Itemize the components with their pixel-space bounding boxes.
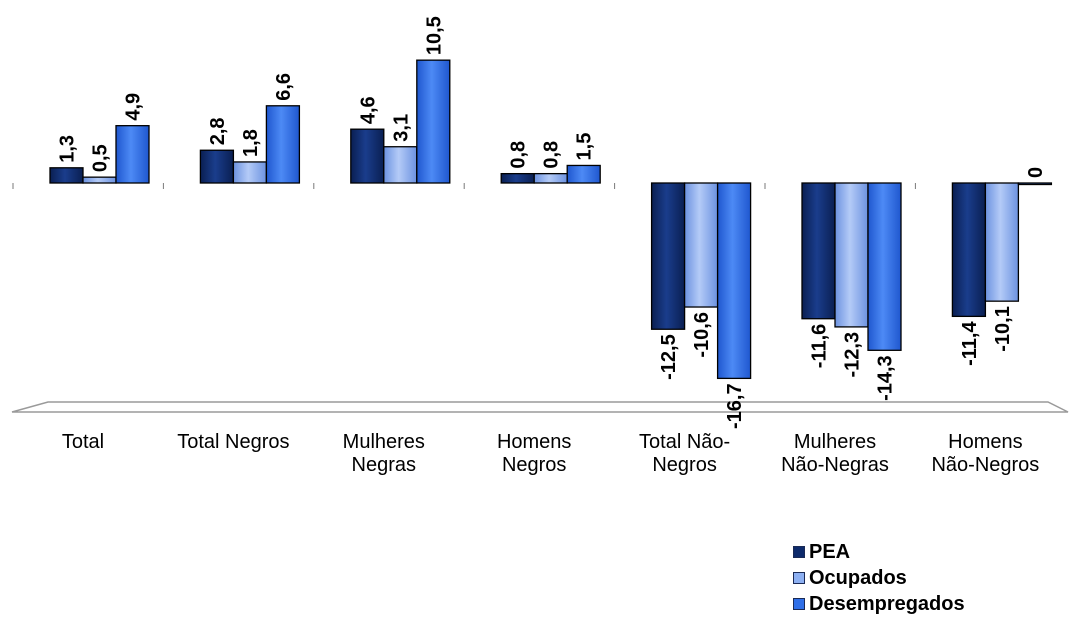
- bar-ocupados: [984, 182, 1020, 302]
- legend-item-ocupados: Ocupados: [793, 565, 965, 591]
- bar-ocupados: [834, 182, 869, 328]
- category-label-line: Não-Negras: [781, 454, 889, 476]
- bar-pea: [801, 182, 836, 320]
- category-label-line: Total Negros: [177, 431, 290, 453]
- data-label-desempregados: 4,9: [123, 93, 145, 121]
- data-label-pea: -11,4: [959, 321, 981, 366]
- data-label-desempregados: -16,7: [724, 383, 746, 429]
- bar-desempregados: [1017, 182, 1053, 186]
- category-label-line: Negros: [501, 454, 567, 476]
- data-label-desempregados: 0: [1025, 167, 1047, 178]
- bar-ocupados: [232, 161, 268, 184]
- category-label: Total Negros: [158, 431, 308, 454]
- data-label-ocupados: -10,1: [992, 306, 1014, 352]
- bar-desempregados: [867, 182, 902, 351]
- legend-swatch-pea: [793, 546, 805, 558]
- legend-item-pea: PEA: [793, 539, 965, 565]
- legend-label-pea: PEA: [809, 540, 851, 563]
- category-label: Homens Não-Negros: [910, 431, 1060, 477]
- bar-pea: [49, 167, 84, 184]
- bar-desempregados: [416, 59, 451, 184]
- data-label-pea: 4,6: [357, 96, 379, 124]
- data-label-desempregados: -14,3: [875, 355, 897, 401]
- legend-swatch-ocupados: [793, 572, 805, 584]
- data-label-pea: 2,8: [207, 117, 229, 145]
- bar-pea: [650, 182, 686, 330]
- chart-floor: [11, 401, 1069, 413]
- data-label-desempregados: 6,6: [273, 73, 295, 101]
- bars: [49, 59, 1053, 380]
- bar-pea: [951, 182, 987, 318]
- data-label-pea: 0,8: [508, 141, 530, 169]
- category-label-line: Mulheres: [793, 431, 877, 453]
- bar-ocupados: [82, 176, 117, 184]
- category-label-line: Total Não-: [639, 431, 731, 453]
- category-label-line: Total: [61, 431, 105, 453]
- data-labels: 1,3 0,5 4,9 2,8 1,8 6,6 4,6 3,1 10,5 0,8 0,8 1,5 -12…: [57, 16, 1047, 429]
- bar-pea: [350, 128, 385, 184]
- category-label-line: Negras: [351, 454, 417, 476]
- bar-pea: [500, 172, 535, 184]
- legend-label-ocupados: Ocupados: [809, 566, 907, 589]
- data-label-ocupados: 1,8: [240, 129, 262, 157]
- category-label: Mulheres Não-Negras: [760, 431, 910, 477]
- bar-ocupados: [383, 146, 418, 184]
- data-label-ocupados: 3,1: [390, 114, 412, 142]
- data-label-pea: 1,3: [57, 135, 79, 163]
- data-label-ocupados: 0,5: [90, 144, 112, 172]
- data-label-ocupados: 0,8: [541, 141, 563, 169]
- bar-ocupados: [683, 182, 719, 308]
- category-label-line: Negros: [652, 454, 717, 476]
- bar-desempregados: [265, 105, 301, 184]
- data-label-pea: -12,5: [658, 334, 680, 380]
- data-label-desempregados: 1,5: [574, 133, 596, 161]
- data-label-desempregados: 10,5: [423, 16, 445, 55]
- category-label: Total: [8, 431, 158, 454]
- bar-desempregados: [566, 164, 601, 184]
- bar-ocupados: [533, 172, 568, 184]
- legend-label-desempregados: Desempregados: [809, 592, 965, 615]
- category-label-line: Não-Negros: [931, 454, 1040, 476]
- bar-desempregados: [115, 125, 150, 184]
- category-label: Mulheres Negras: [309, 431, 459, 477]
- legend-item-desempregados: Desempregados: [793, 591, 965, 617]
- category-label: Total Não- Negros: [610, 431, 760, 477]
- legend: PEA Ocupados Desempregados: [793, 539, 965, 617]
- category-label-line: Homens: [948, 431, 1023, 453]
- category-label: Homens Negros: [459, 431, 609, 477]
- legend-swatch-desempregados: [793, 598, 805, 610]
- bar-pea: [199, 149, 235, 184]
- category-label-line: Mulheres: [342, 431, 425, 453]
- category-label-line: Homens: [496, 431, 572, 453]
- data-label-ocupados: -12,3: [842, 332, 864, 378]
- data-label-pea: -11,6: [809, 324, 831, 368]
- data-label-ocupados: -10,6: [691, 312, 713, 358]
- bar-desempregados: [716, 182, 752, 380]
- axis-ticks: [12, 183, 916, 189]
